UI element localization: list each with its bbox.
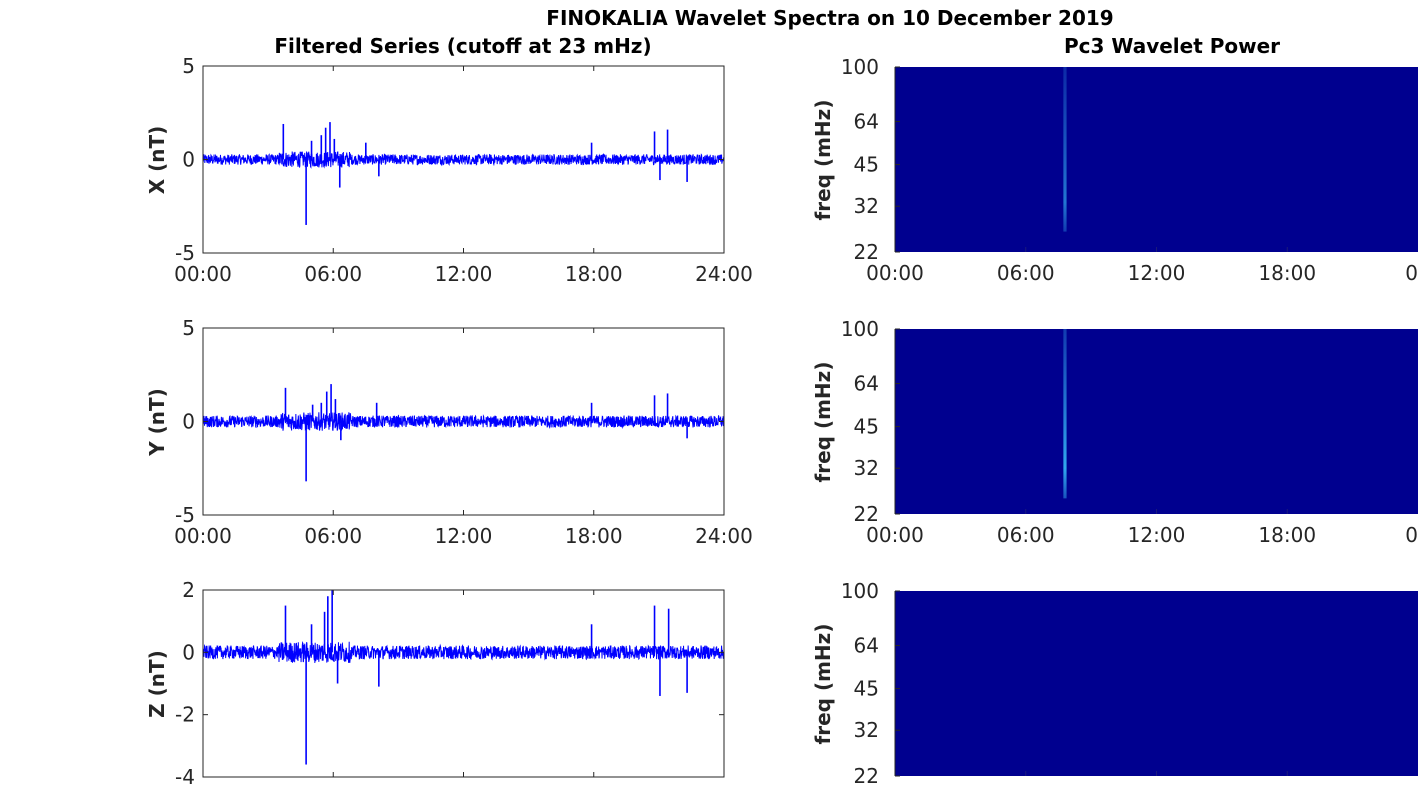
x-ytick-label-1: 0 <box>182 148 195 172</box>
y-ytick-label-1: 0 <box>182 410 195 434</box>
x-wavelet-ytick-label-2: 45 <box>854 153 879 177</box>
y-wavelet-xtick-label-3: 18:00 <box>1258 523 1316 547</box>
x-wavelet-heatmap <box>895 67 1418 252</box>
x-series-panel: -5 0 5 00:00 06:00 12:00 18:00 24:00 X (nT) <box>145 54 753 286</box>
y-xtick-label-0: 00:00 <box>174 524 232 548</box>
z-ytick-label-3: 2 <box>182 578 195 602</box>
x-wavelet-xtick-label-3: 18:00 <box>1258 261 1316 285</box>
y-wavelet-ytick-label-3: 32 <box>854 456 879 480</box>
y-wavelet-xtick-label-4: 00 <box>1405 523 1418 547</box>
z-wavelet-ylabel: freq (mHz) <box>811 624 835 745</box>
x-wavelet-ylabel: freq (mHz) <box>811 100 835 221</box>
y-ytick-label-2: 5 <box>182 316 195 340</box>
x-wavelet-ytick-label-3: 32 <box>854 194 879 218</box>
z-wavelet-ytick-label-1: 64 <box>854 634 879 658</box>
y-xtick-label-4: 24:00 <box>695 524 753 548</box>
y-wavelet-heatmap <box>895 329 1418 514</box>
x-ytick-label-2: 5 <box>182 54 195 78</box>
x-ytick-label-0: -5 <box>175 241 195 265</box>
z-wavelet-ytick-label-0: 100 <box>841 579 879 603</box>
z-series-ylabel: Z (nT) <box>145 650 169 718</box>
z-wavelet-panel: 100 64 45 32 22 freq (mHz) <box>811 579 1418 788</box>
y-wavelet-xtick-label-1: 06:00 <box>997 523 1055 547</box>
y-wavelet-ytick-label-1: 64 <box>854 372 879 396</box>
y-ytick-label-0: -5 <box>175 503 195 527</box>
y-wavelet-ytick-label-2: 45 <box>854 415 879 439</box>
x-wavelet-xtick-label-1: 06:00 <box>997 261 1055 285</box>
x-xtick-label-0: 00:00 <box>174 262 232 286</box>
z-wavelet-heatmap <box>895 591 1418 776</box>
x-xtick-label-2: 12:00 <box>435 262 493 286</box>
x-wavelet-xtick-label-4: 00 <box>1405 261 1418 285</box>
z-series-line <box>203 641 724 663</box>
z-wavelet-ytick-label-2: 45 <box>854 677 879 701</box>
y-xtick-label-2: 12:00 <box>435 524 493 548</box>
z-wavelet-ytick-label-4: 22 <box>854 764 879 788</box>
z-series-panel: -4 -2 0 2 Z (nT) <box>145 578 725 788</box>
z-ytick-label-1: -2 <box>175 703 195 727</box>
x-wavelet-xtick-label-0: 00:00 <box>866 261 924 285</box>
z-series-axes-frame <box>202 589 725 778</box>
z-ytick-label-2: 0 <box>182 640 195 664</box>
y-wavelet-ytick-label-0: 100 <box>841 317 879 341</box>
y-series-panel: -5 0 5 00:00 06:00 12:00 18:00 24:00 Y (nT) <box>145 316 753 548</box>
y-wavelet-xtick-label-2: 12:00 <box>1128 523 1186 547</box>
x-wavelet-ridge <box>1063 67 1067 232</box>
z-wavelet-ytick-label-3: 32 <box>854 718 879 742</box>
z-ytick-label-0: -4 <box>175 765 195 788</box>
x-wavelet-ytick-label-4: 22 <box>854 240 879 264</box>
y-series-ylabel: Y (nT) <box>145 388 169 457</box>
x-xtick-label-4: 24:00 <box>695 262 753 286</box>
y-xtick-label-3: 18:00 <box>565 524 623 548</box>
figure-title: FINOKALIA Wavelet Spectra on 10 December… <box>546 6 1113 30</box>
y-xtick-label-1: 06:00 <box>304 524 362 548</box>
left-column-title: Filtered Series (cutoff at 23 mHz) <box>274 34 651 58</box>
x-xtick-label-1: 06:00 <box>304 262 362 286</box>
x-xtick-label-3: 18:00 <box>565 262 623 286</box>
y-wavelet-xtick-label-0: 00:00 <box>866 523 924 547</box>
y-wavelet-ytick-label-4: 22 <box>854 502 879 526</box>
x-wavelet-ytick-label-0: 100 <box>841 55 879 79</box>
y-wavelet-ridge <box>1063 329 1067 499</box>
y-wavelet-ylabel: freq (mHz) <box>811 362 835 483</box>
y-series-line <box>203 412 724 431</box>
x-wavelet-ytick-label-1: 64 <box>854 110 879 134</box>
x-series-ylabel: X (nT) <box>145 126 169 195</box>
x-wavelet-xtick-label-2: 12:00 <box>1128 261 1186 285</box>
x-series-line <box>203 151 724 169</box>
right-column-title: Pc3 Wavelet Power <box>1064 34 1280 58</box>
